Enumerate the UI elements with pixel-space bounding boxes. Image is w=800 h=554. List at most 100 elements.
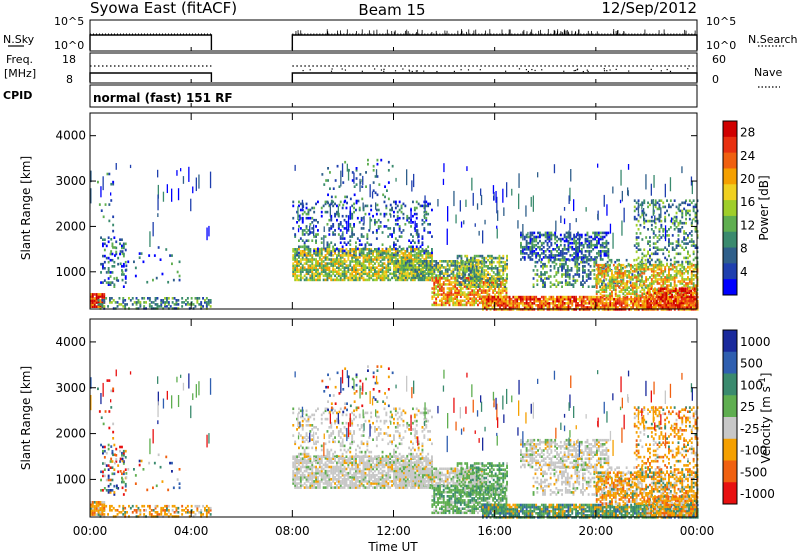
power-cell — [614, 286, 617, 289]
freq-label-2: [MHz] — [4, 67, 36, 80]
power-cell — [437, 293, 439, 296]
power-cell — [347, 258, 350, 261]
power-cell — [575, 297, 577, 301]
power-cell — [437, 283, 439, 286]
power-cell — [637, 276, 640, 279]
power-cell — [360, 266, 363, 269]
power-cell — [690, 272, 693, 275]
power-cell — [603, 297, 606, 301]
power-cell — [650, 282, 653, 285]
power-cell — [571, 248, 574, 251]
power-cell — [504, 267, 507, 270]
power-cell — [461, 293, 464, 296]
power-cell — [413, 212, 416, 216]
power-cell — [90, 305, 92, 308]
power-cell — [459, 303, 462, 307]
power-cell — [377, 268, 380, 271]
power-cell — [461, 299, 464, 303]
power-cell — [575, 248, 577, 251]
power-cell — [504, 285, 507, 288]
power-cell — [375, 229, 378, 232]
power-cell — [298, 218, 300, 222]
power-cell — [341, 256, 344, 259]
power-cell — [375, 254, 378, 257]
power-cell — [538, 275, 541, 278]
power-cell — [413, 256, 416, 259]
power-cell — [609, 267, 611, 271]
power-cell — [664, 219, 667, 223]
power-cell — [542, 306, 545, 309]
power-cell — [529, 302, 532, 305]
power-cell — [433, 268, 436, 271]
power-cell — [452, 287, 455, 290]
power-cell — [635, 299, 638, 303]
power-cell — [462, 279, 465, 282]
power-cell — [599, 302, 602, 305]
power-cell — [587, 273, 590, 276]
power-cell — [625, 258, 628, 262]
power-cell — [660, 267, 663, 271]
power-cell — [540, 258, 543, 261]
power-cell — [299, 254, 302, 257]
power-cell — [107, 281, 110, 284]
power-cell — [358, 206, 361, 210]
power-cell — [554, 306, 557, 309]
power-cell — [536, 279, 539, 282]
power-cell — [361, 197, 364, 201]
power-cell — [446, 260, 449, 263]
power-cell — [345, 206, 348, 210]
power-cell — [675, 260, 678, 264]
power-cell — [596, 252, 598, 255]
power-cell — [318, 252, 321, 255]
power-cell — [318, 274, 321, 278]
power-cell — [582, 279, 584, 282]
power-cell — [413, 258, 416, 261]
power-cell — [328, 229, 331, 232]
power-cell — [169, 305, 172, 308]
power-cell — [121, 238, 123, 241]
power-cell — [317, 262, 319, 265]
power-cell — [601, 263, 604, 267]
power-cell — [558, 245, 560, 249]
power-cell — [499, 281, 502, 284]
power-cell — [311, 254, 314, 257]
power-cell — [107, 236, 110, 239]
power-cell — [658, 207, 661, 211]
power-cell — [561, 237, 564, 241]
power-cell — [315, 266, 317, 269]
power-cell — [586, 302, 589, 305]
power-cell — [435, 297, 438, 300]
power-cell — [102, 254, 104, 258]
power-cell — [307, 210, 310, 214]
power-cell — [694, 284, 697, 287]
power-cell — [377, 264, 380, 267]
power-cell — [431, 251, 433, 255]
power-cell — [309, 254, 312, 257]
power-cell — [630, 297, 633, 301]
power-cell — [654, 205, 657, 209]
power-cell — [632, 297, 634, 301]
power-cell — [458, 291, 460, 294]
power-cell — [450, 262, 453, 265]
power-cell — [641, 292, 644, 295]
power-cell — [525, 245, 528, 249]
power-cell — [294, 276, 297, 280]
power-cell — [315, 262, 317, 265]
power-cell — [421, 237, 424, 240]
power-cell — [419, 252, 422, 255]
power-cell — [591, 285, 594, 288]
power-cell — [635, 294, 638, 298]
power-cell — [370, 249, 373, 253]
power-cell — [679, 219, 682, 223]
power-cell — [204, 301, 206, 304]
power-cell — [467, 277, 470, 280]
power-cell — [575, 254, 577, 257]
power-cell — [425, 258, 428, 261]
power-cell — [559, 239, 562, 243]
power-cell — [99, 293, 102, 296]
power-cell — [637, 297, 640, 301]
power-cell — [334, 179, 337, 182]
power-cell — [326, 276, 329, 280]
power-cell — [459, 291, 462, 294]
power-cell — [475, 287, 477, 290]
